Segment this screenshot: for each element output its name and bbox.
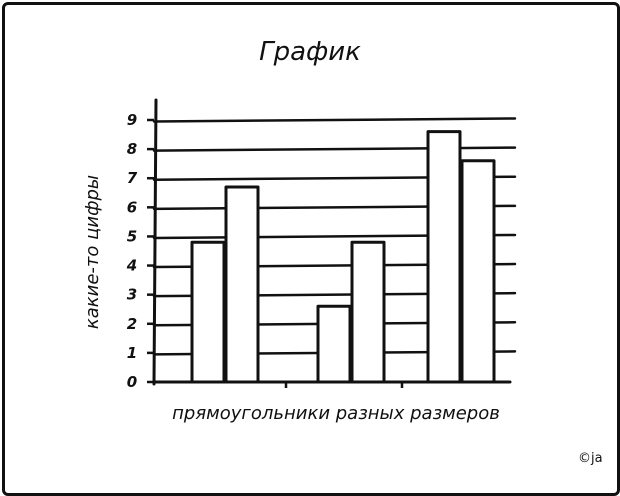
- bars: [190, 130, 496, 384]
- y-tick-label: 6: [127, 198, 137, 216]
- bar: [460, 159, 496, 384]
- bar: [350, 240, 386, 384]
- y-tick-label: 4: [126, 257, 137, 275]
- chart-title: График: [259, 37, 361, 67]
- bar: [190, 240, 226, 384]
- y-tick-labels: 0 1 2 3 4 5 6 7 8 9: [126, 111, 154, 391]
- bar: [426, 130, 462, 384]
- y-tick-label: 2: [127, 315, 137, 333]
- x-axis-label: прямоугольники разных размеров: [172, 403, 500, 424]
- bar: [316, 304, 352, 384]
- grid-line: [152, 117, 517, 123]
- y-axis-line: [152, 98, 158, 386]
- y-tick-label: 7: [127, 169, 138, 187]
- y-tick-label: 3: [127, 286, 137, 304]
- bar: [224, 185, 260, 384]
- credit-mark: ©ja: [578, 451, 603, 466]
- y-axis-label: какие-то цифры: [82, 175, 103, 329]
- y-tick-label: 9: [127, 111, 137, 129]
- y-tick-label: 1: [127, 344, 137, 362]
- y-tick-label: 0: [127, 373, 137, 391]
- y-tick-label: 5: [127, 227, 137, 245]
- y-tick-label: 8: [127, 140, 137, 158]
